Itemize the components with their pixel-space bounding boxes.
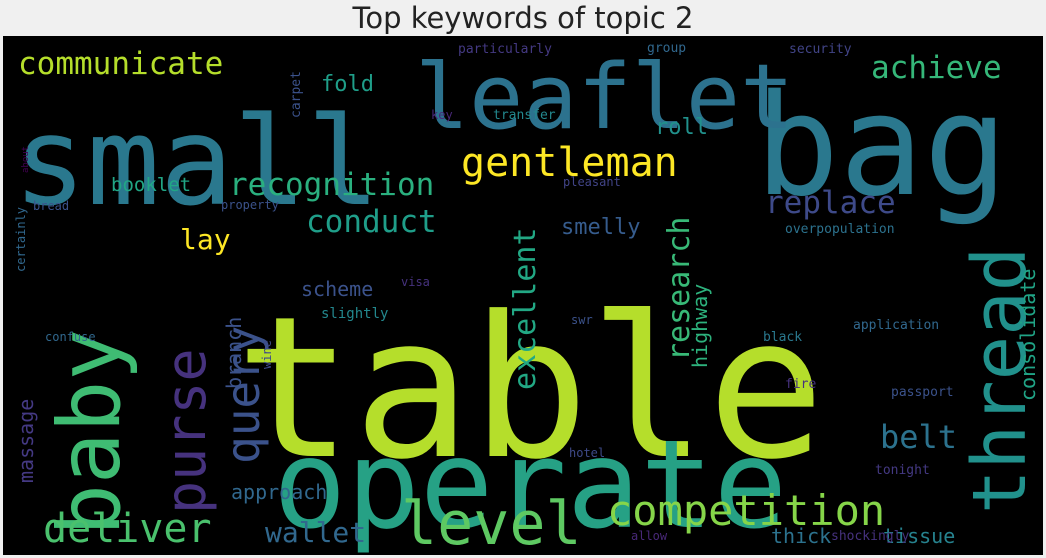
word-swr: swr [571,313,593,327]
word-roll: roll [655,115,708,140]
word-tissue: tissue [883,524,955,548]
word-replace: replace [765,185,896,221]
word-application: application [853,318,939,333]
word-property: property [221,198,279,212]
word-group: group [647,41,686,56]
word-scheme: scheme [301,277,373,301]
word-tonight: tonight [875,463,930,478]
word-hotel: hotel [569,446,605,460]
word-key: key [431,108,453,122]
word-deliver: deliver [43,506,212,552]
word-shockingly: shockingly [831,529,909,544]
word-cloud-panel: table small bag operate leaflet baby thread lev… [3,36,1043,555]
word-belt: belt [880,418,957,456]
word-thread: thread [957,247,1043,514]
word-carpet: carpet [289,71,304,118]
word-slightly: slightly [321,306,388,322]
word-gentleman: gentleman [461,140,678,186]
word-wallet: wallet [265,516,366,549]
word-particularly: particularly [458,42,552,57]
word-passport: passport [891,385,954,400]
word-baby: baby [40,329,140,536]
word-consolidate: consolidate [1016,269,1040,401]
word-operate: operate [273,414,787,555]
word-branch: branch [222,317,246,389]
word-excellent: excellent [508,227,543,390]
word-allow: allow [631,529,668,543]
word-pleasant: pleasant [563,175,621,189]
word-communicate: communicate [18,46,223,82]
word-competition: competition [607,486,885,535]
word-highway: highway [688,284,712,368]
word-achieve: achieve [871,50,1002,86]
word-cloud: table small bag operate leaflet baby thread lev… [3,36,1043,555]
word-security: security [789,42,852,57]
word-thick: thick [771,524,831,548]
word-small: small [13,91,380,233]
word-bag: bag [755,65,1008,228]
word-visa: visa [401,275,430,289]
word-table: table [235,275,825,503]
word-recognition: recognition [229,167,434,203]
word-conduct: conduct [306,204,437,240]
word-smelly: smelly [561,215,640,240]
word-research: research [662,217,697,362]
word-booklet: booklet [111,174,191,196]
word-overpopulation: overpopulation [785,222,895,237]
word-fire: fire [785,377,816,392]
word-purse: purse [154,348,218,514]
word-bread: bread [33,199,69,213]
word-approach: approach [231,480,327,504]
word-lay: lay [180,223,231,256]
word-query: query [216,326,270,464]
chart-title: Top keywords of topic 2 [352,1,694,35]
word-level: level [401,489,582,555]
word-transfer: transfer [493,108,556,123]
word-confuse: confuse [45,330,96,344]
word-massage: massage [14,399,38,483]
word-black: black [763,330,802,345]
word-wine: wine [260,340,274,369]
word-fold: fold [321,72,374,97]
word-leaflet: leaflet [415,45,794,150]
word-certainly: certainly [14,207,28,272]
word-about: about [21,146,31,173]
